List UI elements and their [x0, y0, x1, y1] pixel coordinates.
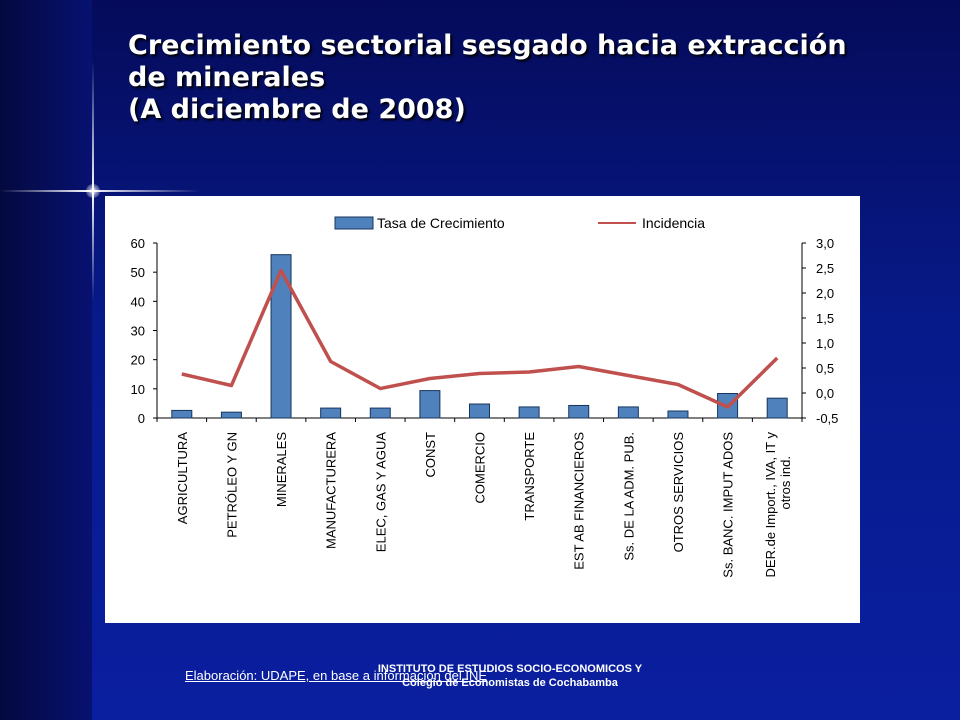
category-label-10: Ss. DE LA ADM. PUB.: [621, 432, 636, 561]
y-right-tick-label: 0,0: [816, 386, 834, 401]
legend-swatch-bar: [334, 216, 374, 230]
bar-8: [518, 406, 540, 419]
y-right-tick-label: -0,5: [816, 411, 838, 426]
y-left-tick-label: 10: [131, 382, 145, 397]
bar-1: [171, 409, 193, 419]
category-label-2: PETRÓLEO Y GN: [224, 432, 239, 538]
sector-growth-chart: 0 10 20 30 40 50 60 -0,5 0,0 0,5 1,0 1,5 2,0 2,5 3,0 AG…: [131, 215, 839, 578]
y-right-tick-label: 2,5: [816, 261, 834, 276]
y-right-tick-label: 3,0: [816, 236, 834, 251]
category-label-8: TRANSPORTE: [522, 432, 537, 521]
bar-9: [568, 404, 590, 419]
bar-4: [320, 407, 342, 419]
bar-6: [419, 390, 441, 419]
bar-3: [270, 254, 292, 419]
title-line-2: de minerales: [128, 62, 326, 93]
y-left-tick-label: 20: [131, 353, 145, 368]
source-note: Elaboración: UDAPE, en base a informació…: [185, 668, 488, 683]
category-label-12: Ss. BANC. IMPUT ADOS: [721, 432, 736, 578]
category-label-6: CONST: [423, 432, 438, 478]
y-left-tick-label: 50: [131, 265, 145, 280]
institution-note: INSTITUTO DE ESTUDIOS SOCIO-ECONOMICOS Y…: [377, 663, 643, 689]
sparkle-core: [86, 184, 100, 198]
y-left-tick-label: 60: [131, 236, 145, 251]
bar-11: [667, 410, 689, 419]
sparkle-decoration-vertical: [92, 60, 94, 300]
bar-10: [617, 406, 639, 419]
category-label-4: MANUFACTURERA: [324, 432, 339, 549]
y-left-tick-label: 30: [131, 324, 145, 339]
category-label-1: AGRICULTURA: [175, 432, 190, 525]
category-label-13-line2: otros ind.: [778, 456, 793, 509]
bar-13: [766, 397, 788, 419]
bar-7: [469, 403, 490, 419]
y-right-tick-label: 2,0: [816, 286, 834, 301]
category-label-9: EST AB FINANCIEROS: [572, 432, 587, 570]
chart-panel: 0 10 20 30 40 50 60 -0,5 0,0 0,5 1,0 1,5 2,0 2,5 3,0 AG…: [105, 196, 860, 623]
y-left-tick-label: 40: [131, 294, 145, 309]
category-label-5: ELEC, GAS Y AGUA: [373, 432, 388, 553]
sparkle-decoration: [0, 190, 200, 192]
y-right-tick-label: 1,5: [816, 311, 834, 326]
legend-label-bar: Tasa de Crecimiento: [377, 215, 505, 231]
slide-title: Crecimiento sectorial sesgado hacia extr…: [128, 30, 928, 126]
legend-label-line: Incidencia: [642, 215, 705, 231]
category-label-11: OTROS SERVICIOS: [671, 432, 686, 553]
title-line-3: (A diciembre de 2008): [128, 94, 466, 125]
category-label-7: COMERCIO: [473, 432, 488, 504]
title-line-1: Crecimiento sectorial sesgado hacia extr…: [128, 30, 847, 61]
category-label-13: DER.de Import., IVA, IT y: [763, 432, 778, 578]
bar-2: [220, 411, 242, 419]
bar-5: [369, 407, 391, 419]
category-label-3: MINERALES: [274, 432, 289, 507]
y-right-tick-label: 0,5: [816, 361, 834, 376]
y-right-tick-label: 1,0: [816, 336, 834, 351]
left-decorative-band: [0, 0, 92, 720]
y-left-tick-label: 0: [138, 411, 145, 426]
